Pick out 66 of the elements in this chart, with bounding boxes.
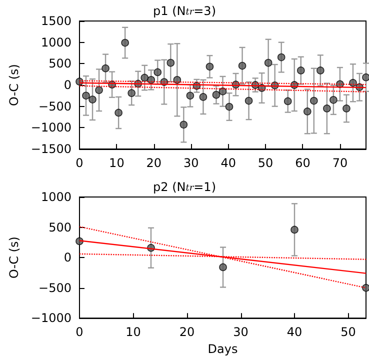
y-tick-label: 1000 — [40, 35, 72, 50]
point — [290, 226, 298, 234]
point — [304, 108, 312, 116]
point — [296, 66, 305, 74]
point — [212, 90, 220, 99]
y-axis-title: O-C (s) — [7, 236, 21, 279]
x-tick-label: 0 — [76, 325, 84, 340]
x-tick-label: 40 — [220, 156, 236, 170]
y-tick-label: −500 — [38, 99, 72, 114]
point — [362, 284, 369, 292]
point — [342, 104, 350, 112]
point — [219, 263, 227, 272]
x-tick-label: 40 — [286, 325, 302, 340]
point — [166, 58, 175, 67]
y-tick-label: −1500 — [30, 142, 72, 156]
point — [277, 53, 286, 62]
point — [225, 102, 234, 111]
x-tick-label: 10 — [109, 156, 124, 170]
y-tick-label: 0 — [64, 250, 72, 265]
y-axis-title: O-C (s) — [7, 64, 21, 106]
x-tick-label: 50 — [340, 325, 356, 340]
point — [140, 74, 149, 82]
point — [284, 97, 292, 106]
y-tick-label: 1500 — [40, 14, 72, 28]
y-tick-label: −1000 — [30, 311, 72, 326]
y-tick-label: 1000 — [40, 190, 72, 204]
y-tick-label: 0 — [64, 78, 72, 92]
point — [238, 62, 246, 70]
y-tick-label: −1000 — [30, 120, 72, 135]
point — [199, 93, 208, 101]
point — [95, 86, 103, 94]
x-tick-label: 70 — [332, 156, 348, 170]
point — [244, 96, 253, 105]
point — [310, 96, 318, 105]
point — [316, 66, 324, 74]
point — [88, 96, 96, 104]
point — [264, 58, 272, 67]
x-tick-label: 30 — [183, 156, 199, 170]
point — [128, 89, 136, 98]
x-tick-label: 10 — [126, 325, 141, 340]
point — [206, 62, 214, 71]
point — [349, 78, 357, 87]
x-tick-label: 50 — [258, 156, 274, 170]
chart-title: p1 (Ntr=3) — [152, 4, 216, 18]
point — [102, 64, 110, 72]
x-tick-label: 20 — [146, 156, 162, 170]
y-tick-label: 500 — [48, 56, 72, 71]
x-tick-label: 0 — [76, 156, 84, 170]
point — [173, 76, 182, 84]
y-tick-label: −500 — [38, 280, 72, 295]
point — [186, 92, 194, 100]
point — [154, 68, 162, 76]
point — [180, 120, 188, 129]
point — [218, 88, 227, 96]
point — [82, 92, 90, 100]
point — [330, 96, 338, 104]
x-tick-label: 20 — [179, 325, 195, 340]
point — [114, 108, 122, 117]
x-tick-label: 60 — [295, 156, 310, 170]
x-axis-title: Days — [208, 342, 238, 356]
chart-title: p2 (Ntr=1) — [152, 180, 216, 194]
x-tick-label: 30 — [233, 325, 248, 340]
point — [323, 104, 331, 112]
point — [121, 38, 129, 47]
y-tick-label: 500 — [48, 220, 72, 234]
point — [362, 73, 369, 82]
